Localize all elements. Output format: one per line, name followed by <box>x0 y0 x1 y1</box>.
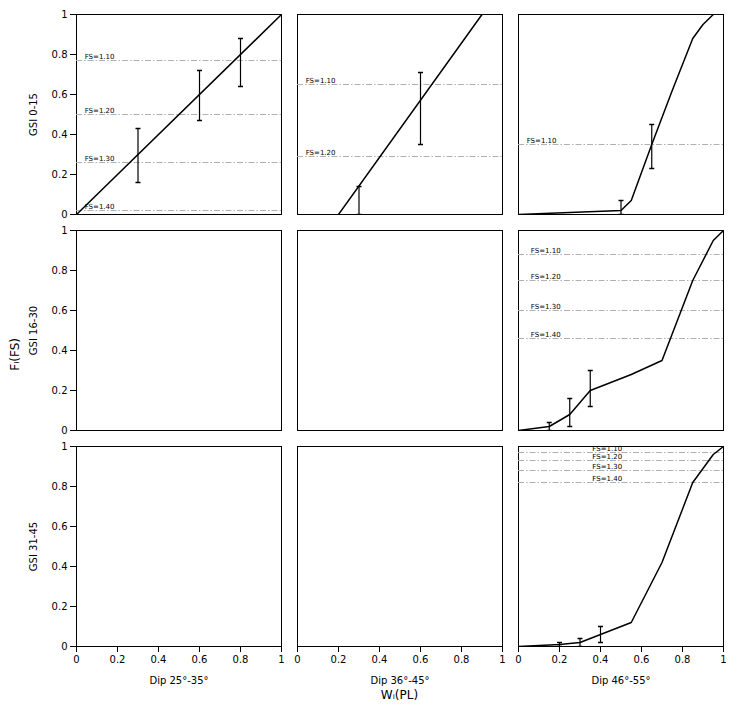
svg-text:0: 0 <box>61 209 67 220</box>
svg-text:1: 1 <box>720 654 726 665</box>
svg-text:1: 1 <box>61 225 67 236</box>
svg-text:0: 0 <box>73 654 79 665</box>
svg-text:0: 0 <box>515 654 521 665</box>
svg-text:FS=1.40: FS=1.40 <box>531 331 561 339</box>
svg-text:0.6: 0.6 <box>52 521 68 532</box>
svg-text:GSI 0-15: GSI 0-15 <box>28 93 39 136</box>
svg-text:0.8: 0.8 <box>675 654 691 665</box>
svg-text:FS=1.30: FS=1.30 <box>592 463 622 471</box>
svg-text:0.8: 0.8 <box>52 481 68 492</box>
svg-text:0.4: 0.4 <box>372 654 388 665</box>
html-text:Wᵢ(PL): Wᵢ(PL) <box>380 688 419 702</box>
svg-text:Dip 46°-55°: Dip 46°-55° <box>591 675 650 686</box>
svg-text:0.6: 0.6 <box>192 654 208 665</box>
svg-text:0.4: 0.4 <box>52 129 68 140</box>
svg-text:0: 0 <box>61 641 67 652</box>
svg-text:0.2: 0.2 <box>52 169 68 180</box>
svg-text:0.8: 0.8 <box>52 265 68 276</box>
svg-text:0.4: 0.4 <box>52 345 68 356</box>
svg-text:0.6: 0.6 <box>413 654 429 665</box>
svg-text:0.6: 0.6 <box>634 654 650 665</box>
svg-text:FS=1.20: FS=1.20 <box>85 107 115 115</box>
svg-text:0.8: 0.8 <box>454 654 470 665</box>
svg-text:GSI 31-45: GSI 31-45 <box>28 522 39 571</box>
svg-text:0.4: 0.4 <box>52 561 68 572</box>
svg-text:Dip 25°-35°: Dip 25°-35° <box>149 675 208 686</box>
svg-text:0.8: 0.8 <box>52 49 68 60</box>
svg-text:1: 1 <box>61 441 67 452</box>
svg-text:0.2: 0.2 <box>110 654 126 665</box>
svg-text:FS=1.20: FS=1.20 <box>531 273 561 281</box>
svg-text:FS=1.10: FS=1.10 <box>527 137 557 145</box>
svg-text:0.4: 0.4 <box>593 654 609 665</box>
svg-text:FS=1.10: FS=1.10 <box>85 53 115 61</box>
svg-text:0.6: 0.6 <box>52 89 68 100</box>
svg-text:0: 0 <box>61 425 67 436</box>
svg-text:0: 0 <box>294 654 300 665</box>
svg-text:Dip 36°-45°: Dip 36°-45° <box>370 675 429 686</box>
svg-text:0.2: 0.2 <box>331 654 347 665</box>
svg-text:FS=1.20: FS=1.20 <box>592 453 622 461</box>
svg-text:1: 1 <box>499 654 505 665</box>
svg-text:0.6: 0.6 <box>52 305 68 316</box>
svg-text:1: 1 <box>61 9 67 20</box>
svg-text:0.2: 0.2 <box>552 654 568 665</box>
svg-text:0.8: 0.8 <box>233 654 249 665</box>
svg-text:FS=1.40: FS=1.40 <box>592 475 622 483</box>
svg-text:0.4: 0.4 <box>151 654 167 665</box>
svg-text:FS=1.40: FS=1.40 <box>85 203 115 211</box>
svg-text:FS=1.10: FS=1.10 <box>306 77 336 85</box>
svg-text:0.2: 0.2 <box>52 601 68 612</box>
svg-text:FS=1.10: FS=1.10 <box>592 445 622 453</box>
svg-text:FS=1.10: FS=1.10 <box>531 247 561 255</box>
svg-text:1: 1 <box>278 654 284 665</box>
svg-text:0.2: 0.2 <box>52 385 68 396</box>
svg-text:GSI 16-30: GSI 16-30 <box>28 306 39 355</box>
svg-text:FS=1.20: FS=1.20 <box>306 149 336 157</box>
html-text:Fᵢ(FS): Fᵢ(FS) <box>8 337 22 371</box>
svg-text:FS=1.30: FS=1.30 <box>85 155 115 163</box>
svg-text:FS=1.30: FS=1.30 <box>531 303 561 311</box>
